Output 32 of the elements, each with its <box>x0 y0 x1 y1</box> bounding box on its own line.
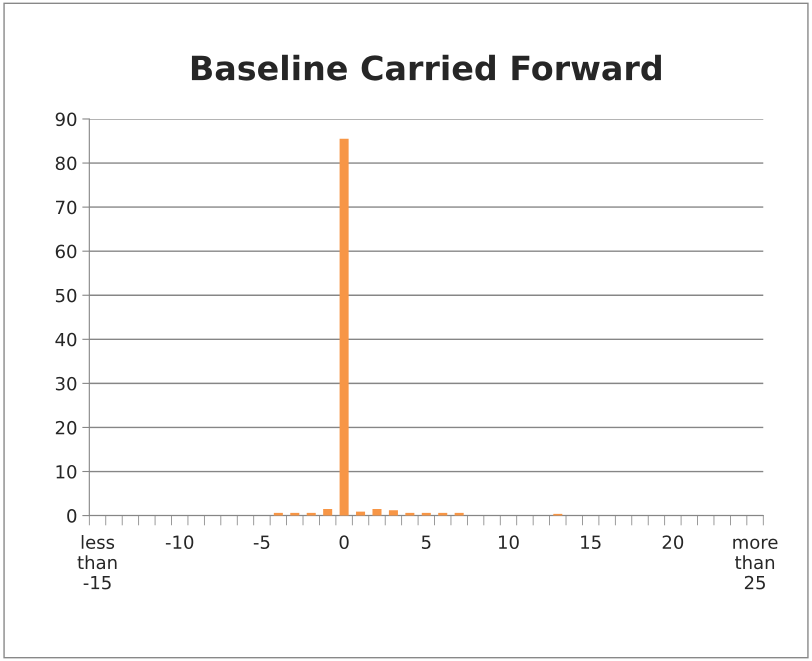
x-tick-label: less than -15 <box>78 535 117 590</box>
bar <box>372 508 382 516</box>
y-tick-label: 70 <box>56 200 76 214</box>
bar <box>340 138 349 516</box>
y-tick-label: 80 <box>56 156 76 170</box>
x-tick-label: 15 <box>581 536 601 549</box>
bar <box>274 512 283 516</box>
chart-title: Baseline Carried Forward <box>192 54 661 81</box>
x-tick-label: 5 <box>422 536 430 549</box>
y-tick-label: 40 <box>55 332 76 346</box>
bar <box>388 510 398 516</box>
bar <box>323 508 332 516</box>
y-tick-label: 90 <box>56 112 76 126</box>
y-tick-label: 60 <box>56 244 76 258</box>
x-tick-label: 20 <box>662 535 684 549</box>
bar <box>306 512 316 516</box>
x-tick-label: 0 <box>340 535 349 549</box>
bar <box>356 512 366 516</box>
bar <box>438 512 448 516</box>
y-tick-label: 30 <box>56 376 76 390</box>
x-tick-label: -10 <box>166 535 194 549</box>
y-tick-label: 20 <box>56 420 76 435</box>
x-tick-label: more than 25 <box>733 538 778 590</box>
bar <box>422 512 431 516</box>
y-tick-label: 50 <box>56 288 76 302</box>
bar <box>290 512 300 516</box>
y-tick-label: 0 <box>67 509 76 523</box>
x-tick-label: -5 <box>254 536 270 549</box>
bar <box>454 512 464 516</box>
y-tick-label: 10 <box>56 464 76 479</box>
bar <box>405 512 414 516</box>
x-tick-label: 10 <box>498 535 519 549</box>
